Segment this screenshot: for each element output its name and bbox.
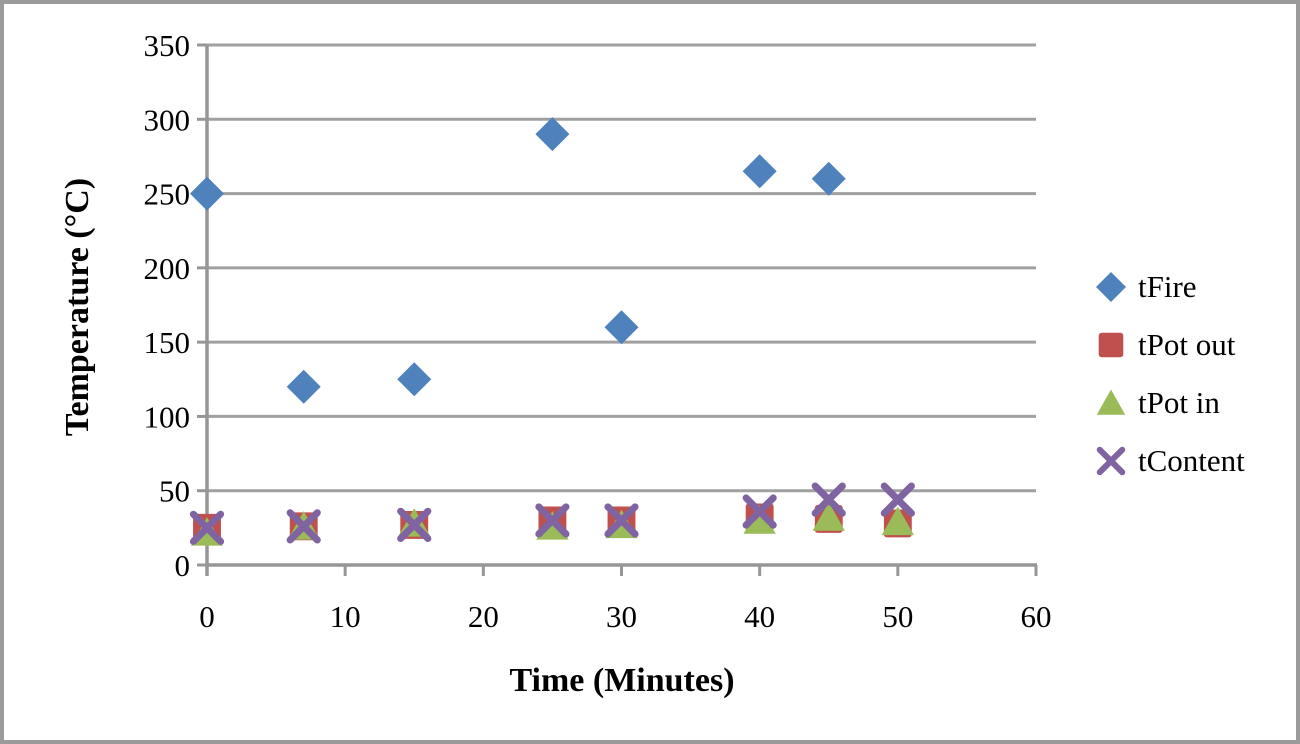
- square-glyph: [1098, 332, 1124, 358]
- x-glyph: [1096, 446, 1126, 476]
- point-tfire: [397, 362, 432, 397]
- point-tfire: [604, 310, 639, 345]
- legend-label: tFire: [1138, 269, 1197, 304]
- legend: tFire tPot out tPot in tContent: [1092, 266, 1245, 482]
- x-axis-tick-label: 40: [744, 599, 775, 634]
- triangle-glyph: [1096, 389, 1126, 415]
- square-marker-icon: [1098, 332, 1124, 358]
- y-axis-tick-label: 350: [144, 28, 191, 63]
- diamond-glyph: [1096, 272, 1126, 302]
- x-axis-tick-label: 60: [1021, 599, 1052, 634]
- triangle-marker-icon: [1096, 389, 1126, 415]
- x-axis-tick-label: 50: [882, 599, 913, 634]
- point-tcontent: [189, 510, 225, 545]
- y-axis-tick-label: 300: [144, 102, 191, 137]
- point-tcontent: [742, 494, 777, 529]
- legend-item-tpot-out: tPot out: [1092, 324, 1245, 366]
- x-axis-tick-label: 20: [468, 599, 499, 634]
- x-axis-tick-label: 10: [330, 599, 361, 634]
- point-tcontent: [811, 482, 846, 517]
- point-tfire: [811, 161, 846, 196]
- legend-item-tpot-in: tPot in: [1092, 382, 1245, 424]
- y-axis-tick-label: 100: [144, 399, 191, 434]
- legend-label: tPot out: [1138, 327, 1236, 362]
- legend-item-tfire: tFire: [1092, 266, 1245, 308]
- point-tpot-in: [812, 502, 845, 531]
- point-tfire: [535, 117, 570, 152]
- x-axis-tick-label: 0: [199, 599, 215, 634]
- legend-item-tcontent: tContent: [1092, 440, 1245, 482]
- point-tpot-in: [881, 506, 914, 536]
- point-tfire: [190, 176, 224, 211]
- point-tcontent: [286, 509, 321, 544]
- y-axis-tick-label: 50: [159, 474, 190, 509]
- scatter-plot-canvas: 0 50 100 150 200 250 300 350 0 10 20 30 40 50 60: [144, 28, 1052, 634]
- y-axis-tick-label: 200: [144, 251, 191, 286]
- y-axis-tick-label: 0: [175, 548, 191, 583]
- x-marker-icon: [1096, 446, 1126, 476]
- x-axis-title: Time (Minutes): [509, 662, 735, 699]
- diamond-marker-icon: [1096, 272, 1126, 302]
- point-tcontent: [604, 503, 639, 538]
- point-tcontent: [535, 503, 570, 538]
- point-tfire: [742, 154, 777, 189]
- point-tpot-in: [743, 505, 776, 534]
- y-axis-tick-label: 250: [144, 177, 191, 212]
- legend-label: tPot in: [1138, 385, 1220, 420]
- y-axis-tick-label: 150: [144, 325, 191, 360]
- point-tcontent: [397, 507, 432, 542]
- point-tcontent: [880, 482, 915, 517]
- y-axis-title: Temperature (°C): [59, 177, 96, 437]
- x-axis-tick-label: 30: [606, 599, 637, 634]
- legend-label: tContent: [1138, 443, 1245, 478]
- point-tfire: [286, 369, 321, 404]
